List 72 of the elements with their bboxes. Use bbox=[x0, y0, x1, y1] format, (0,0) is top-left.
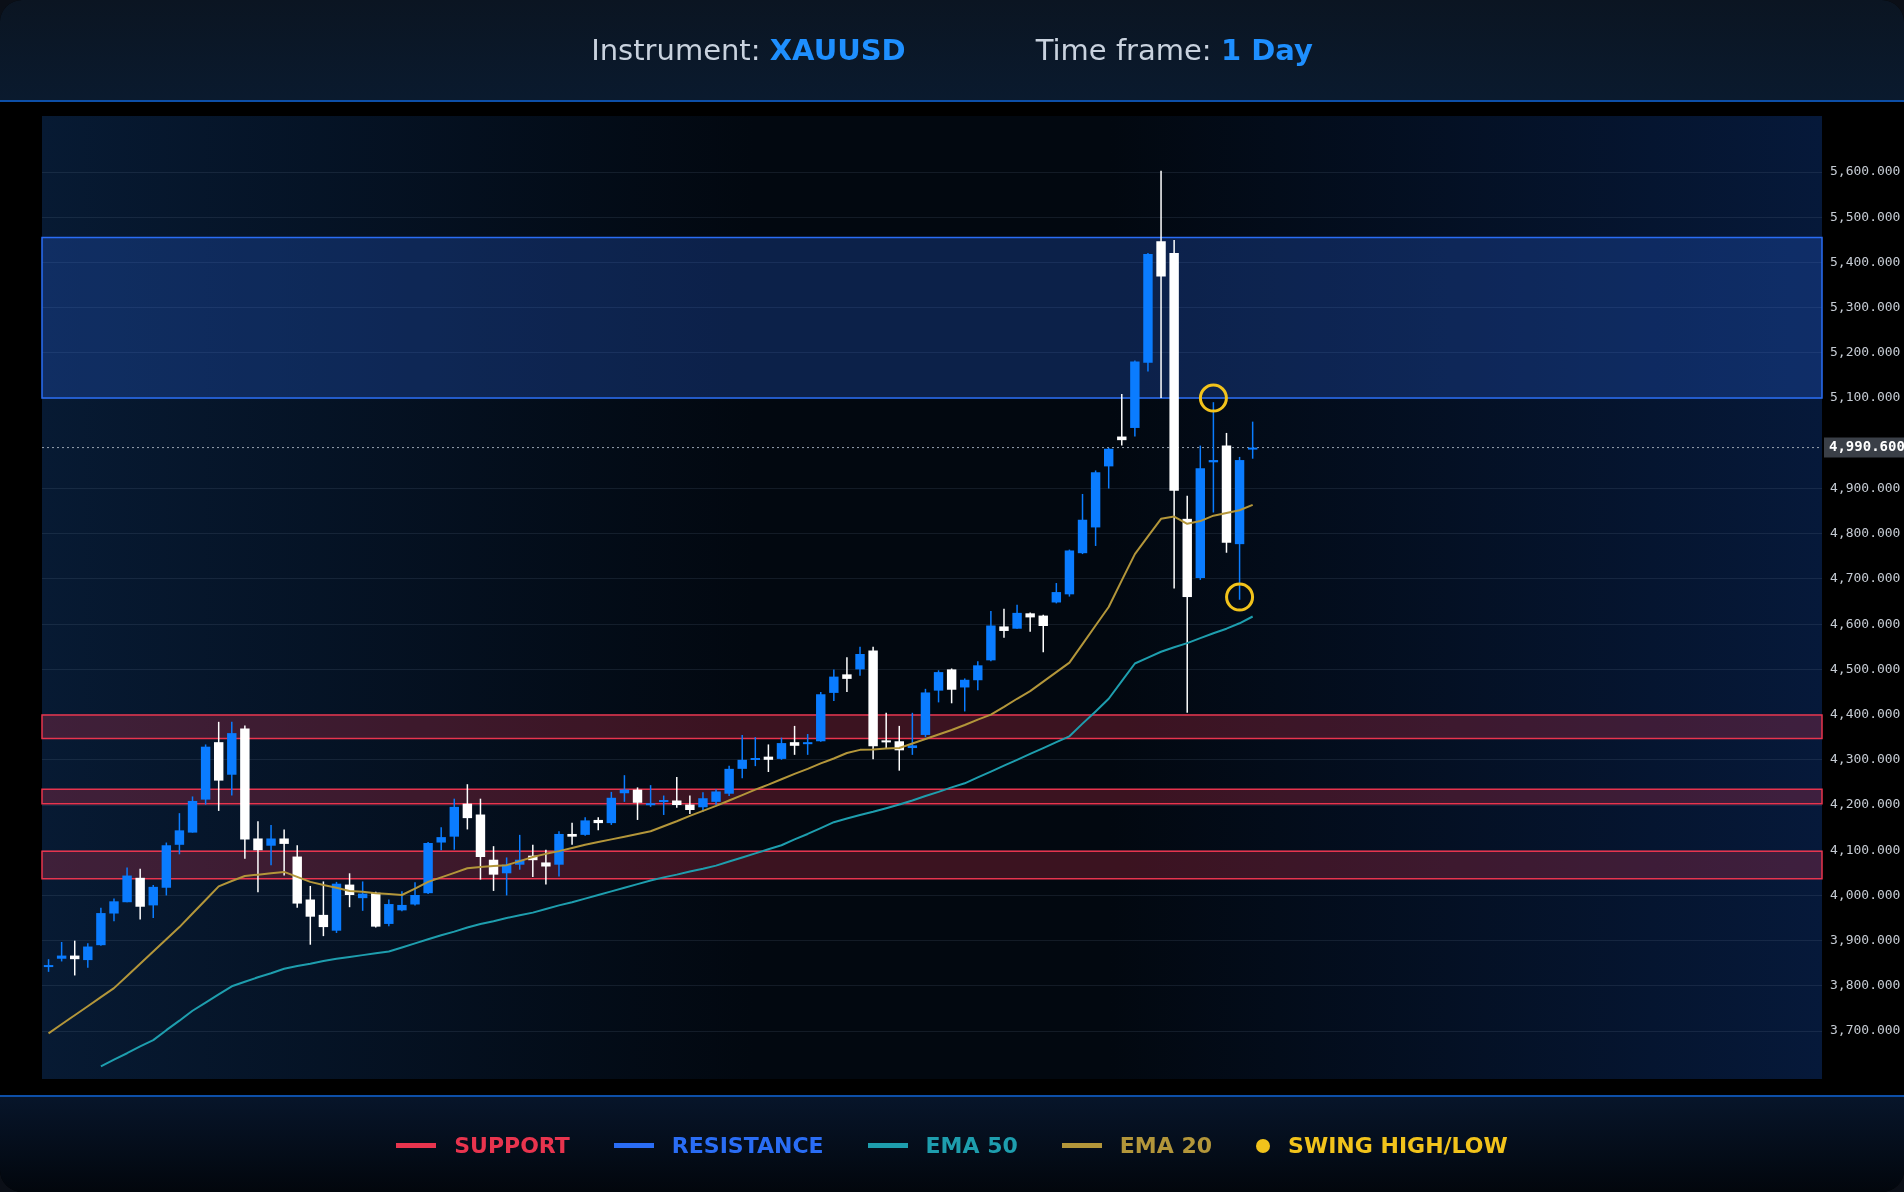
candlestick bbox=[933, 669, 944, 704]
candlestick bbox=[776, 736, 787, 761]
candlestick bbox=[1051, 582, 1062, 605]
candlestick bbox=[855, 646, 865, 677]
candlestick bbox=[1012, 603, 1022, 630]
candlestick bbox=[973, 660, 983, 691]
y-tick-label: 4,800.000 bbox=[1830, 525, 1901, 541]
candlestick bbox=[999, 608, 1009, 639]
y-tick-label: 5,200.000 bbox=[1830, 344, 1901, 360]
y-tick-label: 5,300.000 bbox=[1830, 299, 1901, 315]
y-tick-label: 4,100.000 bbox=[1830, 841, 1901, 857]
candlestick bbox=[305, 885, 316, 946]
ref-line-label: 4,990.600 bbox=[1829, 438, 1904, 455]
candlestick bbox=[148, 884, 158, 919]
y-tick-label: 4,200.000 bbox=[1830, 796, 1901, 812]
candlestick bbox=[658, 794, 669, 816]
y-tick-label: 5,400.000 bbox=[1830, 253, 1901, 269]
y-tick-label: 4,900.000 bbox=[1830, 479, 1901, 495]
y-tick-label: 5,100.000 bbox=[1830, 389, 1901, 405]
candlestick bbox=[436, 826, 446, 851]
candlestick bbox=[763, 743, 774, 773]
y-tick-label: 4,700.000 bbox=[1830, 570, 1901, 586]
candlestick bbox=[946, 667, 957, 705]
candlestick bbox=[645, 784, 656, 808]
chart-subtitle: Time frame: 1 Day bbox=[1035, 33, 1313, 67]
candlestick bbox=[789, 725, 800, 756]
candlestick bbox=[567, 821, 577, 846]
y-tick-label: 5,600.000 bbox=[1830, 163, 1901, 179]
candlestick bbox=[541, 849, 551, 886]
candlestick bbox=[109, 897, 119, 922]
candlestick bbox=[672, 776, 682, 809]
candlestick bbox=[384, 898, 394, 927]
y-tick-label: 3,900.000 bbox=[1830, 932, 1901, 948]
candlestick bbox=[56, 941, 67, 963]
y-tick-label: 4,500.000 bbox=[1830, 660, 1901, 676]
candlestick bbox=[410, 881, 420, 907]
candlestick bbox=[174, 812, 185, 856]
legend-label: SUPPORT bbox=[454, 1133, 570, 1158]
legend-label: RESISTANCE bbox=[671, 1133, 824, 1158]
candlestick bbox=[279, 828, 289, 877]
candlestick bbox=[750, 736, 761, 767]
candlestick bbox=[266, 824, 276, 866]
candlestick bbox=[685, 794, 695, 815]
candlestick bbox=[462, 783, 473, 831]
candlestick bbox=[829, 668, 839, 702]
y-tick-label: 4,300.000 bbox=[1830, 751, 1901, 767]
candlestick bbox=[1247, 420, 1258, 460]
y-tick-label: 3,700.000 bbox=[1830, 1022, 1901, 1038]
candlestick bbox=[83, 942, 93, 969]
candlestick bbox=[318, 880, 329, 937]
candlestick bbox=[632, 786, 643, 821]
candlestick bbox=[802, 733, 813, 756]
candlestick bbox=[1025, 611, 1035, 633]
candlestick bbox=[907, 712, 918, 756]
y-tick-label: 4,600.000 bbox=[1830, 615, 1901, 631]
candlestick bbox=[397, 890, 407, 913]
candlestick bbox=[698, 791, 708, 813]
y-tick-label: 4,000.000 bbox=[1830, 886, 1901, 902]
candlestick bbox=[1038, 613, 1048, 653]
legend-label: EMA 50 bbox=[925, 1133, 1018, 1158]
y-tick-label: 3,800.000 bbox=[1830, 977, 1901, 993]
candlestick bbox=[580, 816, 590, 837]
candlestick bbox=[842, 656, 852, 693]
y-tick-label: 4,400.000 bbox=[1830, 705, 1901, 721]
legend-label: EMA 20 bbox=[1119, 1133, 1213, 1158]
chart-title: Instrument: XAUUSD bbox=[591, 33, 906, 67]
candlestick bbox=[1103, 447, 1114, 490]
y-tick-label: 5,500.000 bbox=[1830, 208, 1901, 224]
candlestick bbox=[253, 820, 263, 894]
candlestick bbox=[737, 734, 747, 780]
legend-label: SWING HIGH/LOW bbox=[1288, 1133, 1508, 1158]
candlestick bbox=[881, 712, 891, 750]
